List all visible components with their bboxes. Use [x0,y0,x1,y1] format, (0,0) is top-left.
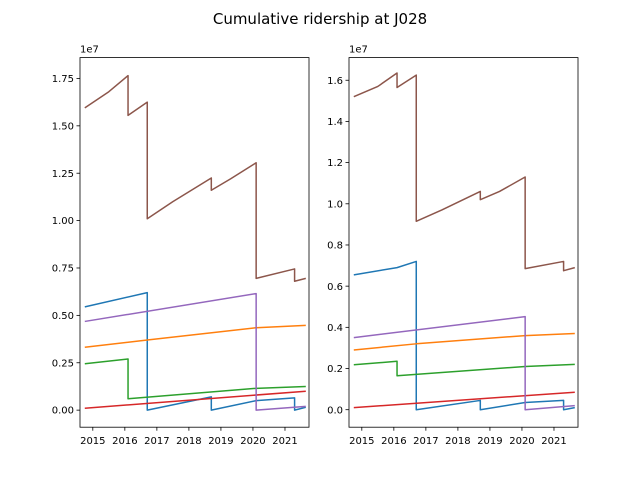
series-line-3 [84,358,306,400]
x-tick-label: 2021 [272,436,297,447]
axes-frame [79,57,310,428]
y-tick-label: 1.00 [52,216,74,227]
x-tick-label: 2018 [176,436,201,447]
series-line-2 [84,324,306,348]
x-tick-label: 2020 [240,436,265,447]
y-tick-label: 0.25 [52,358,74,369]
y-tick-label: 1.75 [52,74,74,85]
series-line-6 [353,72,575,272]
right-subplot: 2015 2016 2017 2018 2019 2020 2021 0.0 0.2 0.4 0.6… [327,45,579,447]
y-tick-label: 0.4 [327,323,343,334]
series-line-1 [353,260,575,411]
y-offset-label: 1e7 [80,45,99,56]
x-tick-label: 2021 [541,436,566,447]
y-tick-label: 0.75 [52,264,74,275]
x-tick-label: 2017 [413,436,438,447]
x-tick-label: 2019 [208,436,233,447]
left-subplot: 2015 2016 2017 2018 2019 2020 2021 0.00 0.25 0.50… [52,45,310,447]
series-line-3 [353,360,575,377]
x-tick-label: 2016 [112,436,137,447]
y-tick-label: 1.50 [52,121,74,132]
x-tick-label: 2016 [381,436,406,447]
y-tick-label: 0.6 [327,282,343,293]
series-group [353,72,575,411]
chart-title: Cumulative ridership at J028 [213,10,427,28]
y-tick-label: 0.0 [327,405,343,416]
y-offset-label: 1e7 [349,45,368,56]
y-tick-label: 1.2 [327,158,343,169]
axes-frame [348,57,579,428]
series-line-4 [353,391,575,409]
series-line-1 [84,291,306,411]
series-group [84,74,306,411]
y-tick-label: 1.0 [327,199,343,210]
x-tick-label: 2017 [144,436,169,447]
y-tick-label: 0.8 [327,241,343,252]
x-tick-label: 2019 [477,436,502,447]
series-line-5 [353,315,575,411]
x-tick-label: 2018 [445,436,470,447]
y-tick-label: 0.00 [52,406,74,417]
x-tick-label: 2015 [349,436,374,447]
y-tick-label: 1.25 [52,169,74,180]
series-line-6 [84,74,306,283]
y-tick-label: 1.4 [327,117,343,128]
y-tick-label: 1.6 [327,76,343,87]
y-tick-label: 0.2 [327,364,343,375]
series-line-2 [353,332,575,351]
x-tick-label: 2015 [80,436,105,447]
x-tick-label: 2020 [509,436,534,447]
series-line-4 [84,390,306,409]
y-tick-label: 0.50 [52,311,74,322]
series-line-5 [84,292,306,411]
